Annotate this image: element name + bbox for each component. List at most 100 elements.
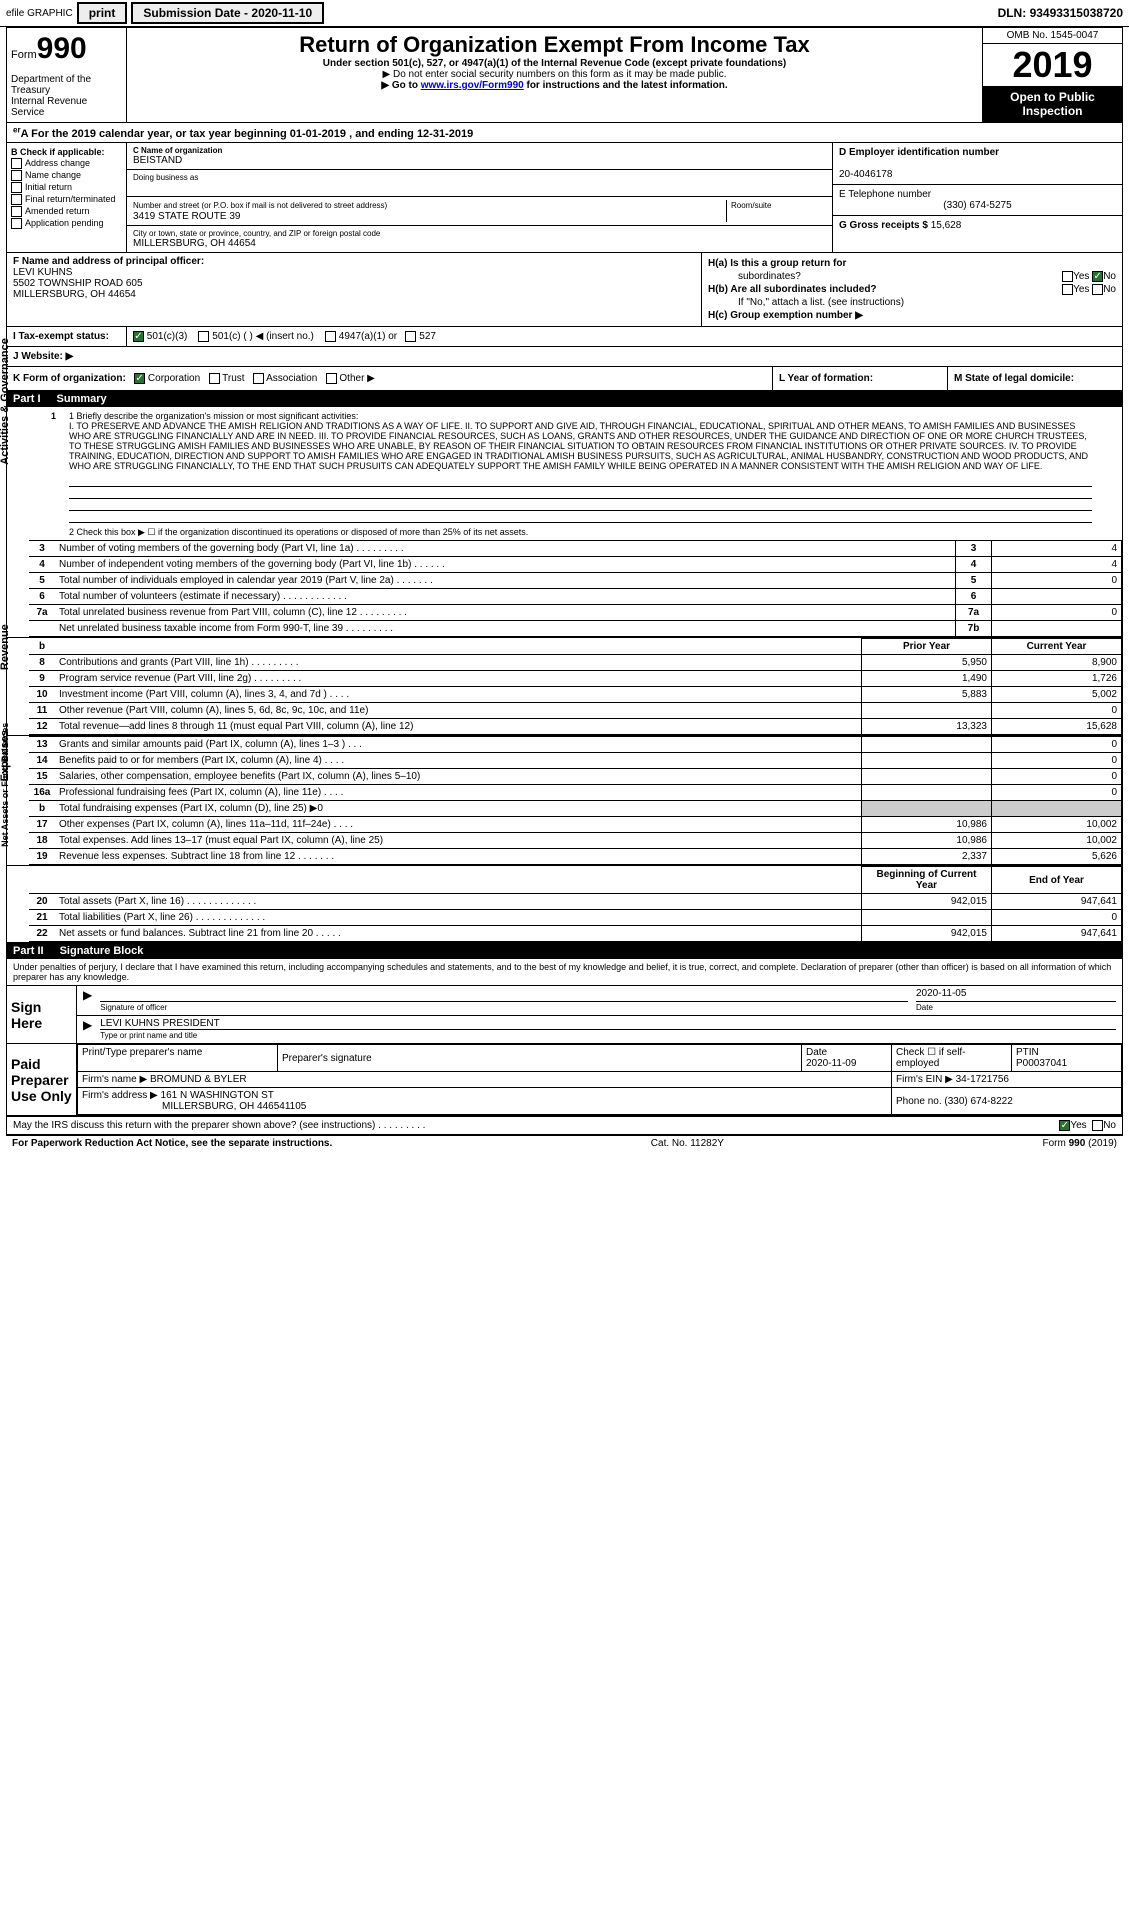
officer-addr1: 5502 TOWNSHIP ROAD 605 [13,278,143,289]
part-ii-header: Part IISignature Block [7,943,1122,959]
line2-text: 2 Check this box ▶ ☐ if the organization… [69,527,528,537]
officer-name: LEVI KUHNS [13,267,72,278]
sig-date-label: Date [916,1003,933,1012]
ein-value: 20-4046178 [839,169,892,180]
4947-checkbox[interactable] [325,331,336,342]
table-row: 19Revenue less expenses. Subtract line 1… [29,849,1122,865]
form-title: Return of Organization Exempt From Incom… [135,32,974,58]
info-grid: B Check if applicable: Address changeNam… [7,143,1122,253]
activities-governance-section: Activities & Governance 1 1 Briefly desc… [7,407,1122,638]
sig-date: 2020-11-05 [916,988,1116,1002]
preparer-date: 2020-11-09 [806,1058,856,1069]
assoc-checkbox[interactable] [253,373,264,384]
room-label: Room/suite [731,201,771,210]
submission-date-button[interactable]: Submission Date - 2020-11-10 [131,2,324,24]
officer-name-sig: LEVI KUHNS PRESIDENT [100,1018,1116,1030]
table-row: 16aProfessional fundraising fees (Part I… [29,785,1122,801]
sign-here-label: Sign Here [7,986,77,1043]
col-b-label: B Check if applicable: [11,147,105,157]
table-row: 6Total number of volunteers (estimate if… [29,589,1122,605]
footer-mid: Cat. No. 11282Y [651,1138,724,1149]
checkbox-item[interactable]: Amended return [11,206,122,217]
netassets-table: Beginning of Current YearEnd of Year20To… [29,866,1122,942]
checkbox-item[interactable]: Final return/terminated [11,194,122,205]
sig-officer-label: Signature of officer [100,1003,167,1012]
firm-addr1: 161 N WASHINGTON ST [161,1090,274,1101]
527-checkbox[interactable] [405,331,416,342]
year-formation-label: L Year of formation: [779,373,873,384]
dept-treasury: Department of the Treasury Internal Reve… [11,74,122,118]
table-row: bTotal fundraising expenses (Part IX, co… [29,801,1122,817]
trust-checkbox[interactable] [209,373,220,384]
table-row: 17Other expenses (Part IX, column (A), l… [29,817,1122,833]
firm-ein: 34-1721756 [956,1074,1009,1085]
discuss-no-checkbox[interactable] [1092,1120,1103,1131]
table-row: 4Number of independent voting members of… [29,557,1122,573]
line1-label: 1 Briefly describe the organization's mi… [69,411,358,421]
checkbox-item[interactable]: Address change [11,158,122,169]
type-name-label: Type or print name and title [100,1031,197,1040]
efile-topbar: efile GRAPHIC print Submission Date - 20… [0,0,1129,27]
row-k: K Form of organization: ✓ Corporation Tr… [7,367,1122,391]
table-row: 5Total number of individuals employed in… [29,573,1122,589]
phone-value: (330) 674-5275 [839,200,1116,211]
form-990-wrapper: Form990 Department of the Treasury Inter… [6,27,1123,1135]
org-name: BEISTAND [133,155,826,166]
paid-preparer-label: Paid Preparer Use Only [7,1044,77,1115]
irs-link[interactable]: www.irs.gov/Form990 [421,80,524,91]
501c3-checkbox[interactable]: ✓ [133,331,144,342]
ptin-value: P00037041 [1016,1058,1067,1069]
checkbox-item[interactable]: Name change [11,170,122,181]
city-state-zip: MILLERSBURG, OH 44654 [133,238,826,249]
preparer-table: Print/Type preparer's name Preparer's si… [77,1044,1122,1115]
part-i-header: Part ISummary [7,391,1122,407]
table-row: 9Program service revenue (Part VIII, lin… [29,671,1122,687]
table-row: 20Total assets (Part X, line 16) . . . .… [29,894,1122,910]
corp-checkbox[interactable]: ✓ [134,373,145,384]
checkbox-item[interactable]: Application pending [11,218,122,229]
gross-receipts-label: G Gross receipts $ [839,220,931,231]
row-f: F Name and address of principal officer:… [7,253,702,326]
state-domicile-label: M State of legal domicile: [954,373,1074,384]
column-c: C Name of organization BEISTAND Doing bu… [127,143,832,252]
org-name-label: C Name of organization [133,146,222,155]
governance-table: 3Number of voting members of the governi… [29,540,1122,637]
row-i: I Tax-exempt status: ✓ 501(c)(3) 501(c) … [7,327,1122,347]
discuss-yes-checkbox[interactable]: ✓ [1059,1120,1070,1131]
table-row: 15Salaries, other compensation, employee… [29,769,1122,785]
table-row: 22Net assets or fund balances. Subtract … [29,926,1122,942]
column-b: B Check if applicable: Address changeNam… [7,143,127,252]
expenses-table: 13Grants and similar amounts paid (Part … [29,736,1122,865]
footer-right: Form 990 (2019) [1043,1138,1117,1149]
header-right: OMB No. 1545-0047 2019 Open to PublicIns… [982,28,1122,122]
side-label-activities: Activities & Governance [0,338,11,465]
may-discuss-row: May the IRS discuss this return with the… [7,1116,1122,1134]
row-f-h: F Name and address of principal officer:… [7,253,1122,327]
table-row: 8Contributions and grants (Part VIII, li… [29,655,1122,671]
table-row: 10Investment income (Part VIII, column (… [29,687,1122,703]
gross-receipts: 15,628 [931,220,962,231]
other-checkbox[interactable] [326,373,337,384]
officer-addr2: MILLERSBURG, OH 44654 [13,289,136,300]
column-de: D Employer identification number 20-4046… [832,143,1122,252]
footer-left: For Paperwork Reduction Act Notice, see … [12,1138,332,1149]
side-label-netassets: Net Assets or Fund Balances [0,723,10,847]
firm-addr2: MILLERSBURG, OH 446541105 [82,1101,306,1112]
form-number: Form990 [11,32,122,66]
row-h: H(a) Is this a group return for subordin… [702,253,1122,326]
phone-label: E Telephone number [839,189,931,200]
tax-year-row: erA For the 2019 calendar year, or tax y… [7,123,1122,143]
signature-block: Sign Here ▶ Signature of officer 2020-11… [7,986,1122,1116]
page-footer: For Paperwork Reduction Act Notice, see … [6,1135,1123,1151]
ein-label: D Employer identification number [839,147,999,158]
table-row: 3Number of voting members of the governi… [29,541,1122,557]
open-to-public: Open to PublicInspection [983,86,1122,122]
expenses-section: Expenses 13Grants and similar amounts pa… [7,736,1122,866]
501c-checkbox[interactable] [198,331,209,342]
side-label-revenue: Revenue [0,624,11,670]
header-left: Form990 Department of the Treasury Inter… [7,28,127,122]
table-row: Net unrelated business taxable income fr… [29,621,1122,637]
checkbox-item[interactable]: Initial return [11,182,122,193]
table-row: 21Total liabilities (Part X, line 26) . … [29,910,1122,926]
print-button[interactable]: print [77,2,128,24]
